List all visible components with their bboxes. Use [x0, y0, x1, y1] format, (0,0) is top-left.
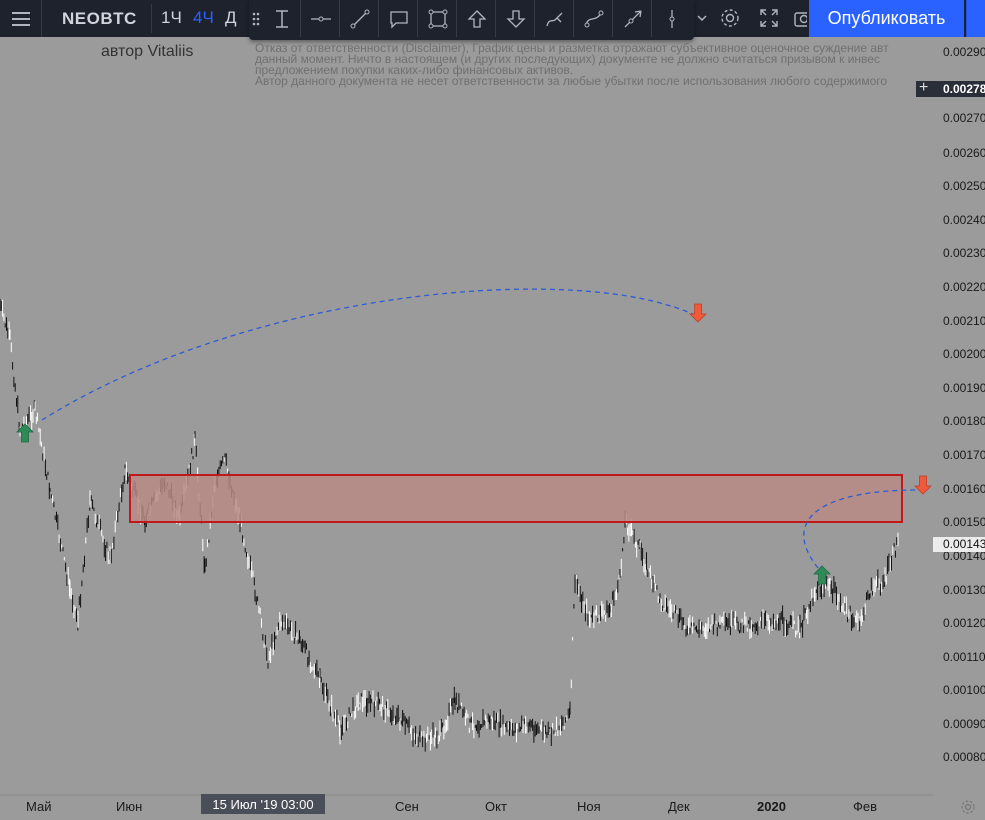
- plus-icon[interactable]: +: [919, 79, 929, 96]
- y-axis-label: 0.00270: [943, 111, 985, 125]
- symbol-name[interactable]: NEOBTC: [62, 9, 137, 28]
- y-axis-label: 0.00290: [943, 45, 985, 59]
- current-price-tag: 0.00143: [933, 537, 985, 552]
- x-axis-label: Сен: [395, 799, 419, 814]
- ray-icon: [624, 9, 642, 27]
- current-price-value: 0.00143: [943, 537, 985, 551]
- projection-curve-right[interactable]: [803, 489, 919, 569]
- y-axis-label: 0.00150: [943, 515, 985, 529]
- price-series: [0, 298, 899, 752]
- y-axis-label: 0.00250: [943, 179, 985, 193]
- drawing-toolbar: [249, 0, 694, 40]
- arrow-down-icon[interactable]: [914, 475, 932, 495]
- publish-button[interactable]: Опубликовать: [809, 0, 964, 37]
- cursor-price-tag[interactable]: + 0.00278: [916, 79, 985, 97]
- settings-button[interactable]: [719, 7, 741, 34]
- x-axis-label: Июн: [116, 799, 143, 814]
- x-axis-label-year: 2020: [757, 799, 786, 814]
- cursor-price-value: 0.00278: [943, 82, 985, 96]
- arrow-down-icon: [505, 9, 526, 28]
- screenshot-button[interactable]: [793, 7, 807, 29]
- y-axis-label: 0.00140: [943, 549, 985, 563]
- chevron-down-icon: [697, 15, 707, 22]
- comment-tool[interactable]: [380, 0, 418, 37]
- horizontal-line-icon: [310, 16, 331, 21]
- brush-tool[interactable]: [536, 0, 574, 37]
- x-axis-label: Дек: [668, 799, 690, 814]
- y-axis-label: 0.00230: [943, 246, 985, 260]
- timeframe-day[interactable]: Д: [225, 8, 237, 27]
- menu-button[interactable]: [0, 0, 42, 37]
- y-axis-label: 0.00180: [943, 414, 985, 428]
- vertical-line-icon: [669, 9, 675, 28]
- vertical-line-tool[interactable]: [653, 0, 691, 37]
- publish-dropdown-button[interactable]: [966, 0, 985, 37]
- disclaimer-line: данный момент. Ничто в настоящем (и друг…: [255, 52, 880, 66]
- brush-icon: [545, 12, 562, 26]
- fullscreen-icon: [760, 9, 778, 27]
- timeframe-1h[interactable]: 1Ч: [161, 8, 182, 27]
- timeframe-4h[interactable]: 4Ч: [193, 8, 214, 27]
- y-axis-label: 0.00130: [943, 583, 985, 597]
- gear-icon: [961, 800, 975, 814]
- fullscreen-button[interactable]: [758, 7, 780, 34]
- y-axis-label: 0.00080: [943, 750, 985, 764]
- chart-settings-button[interactable]: [960, 799, 976, 820]
- path-tool[interactable]: [575, 0, 613, 37]
- x-axis-label: Май: [26, 799, 52, 814]
- arrow-up-icon[interactable]: [16, 423, 34, 443]
- disclaimer-line: предложением покупки каких-либо финансов…: [255, 63, 574, 77]
- y-axis-label: 0.00170: [943, 448, 985, 462]
- x-axis-label: Фев: [853, 799, 878, 814]
- disclaimer-text: Отказ от ответственности (Disclaimer), Г…: [255, 43, 935, 93]
- disclaimer-line: Автор данного документа не несет ответст…: [255, 74, 888, 88]
- comment-icon: [389, 10, 408, 29]
- disclaimer-line: Отказ от ответственности (Disclaimer), Г…: [255, 43, 889, 55]
- arrow-up-icon: [466, 9, 487, 28]
- arrow-up-tool[interactable]: [458, 0, 496, 37]
- crosshair-date-label: 15 Июл '19 03:00: [201, 794, 325, 814]
- y-axis-label: 0.00190: [943, 381, 985, 395]
- author-label: автор Vitaliis: [101, 43, 194, 60]
- gear-icon: [721, 9, 739, 27]
- y-axis-label: 0.00120: [943, 616, 985, 630]
- more-tools-button[interactable]: [696, 10, 708, 31]
- x-axis-label: Ноя: [577, 799, 601, 814]
- projection-curve-upper[interactable]: [41, 288, 698, 421]
- horizontal-line-tool[interactable]: [302, 0, 340, 37]
- rectangle-tool[interactable]: [419, 0, 457, 37]
- text-cursor-icon: [275, 9, 288, 28]
- rectangle-icon: [428, 9, 447, 28]
- y-axis-label: 0.00220: [943, 280, 985, 294]
- resistance-zone[interactable]: [129, 474, 903, 523]
- ray-tool[interactable]: [614, 0, 652, 37]
- camera-icon: [794, 12, 807, 27]
- drag-handle-icon[interactable]: [251, 10, 261, 28]
- y-axis-label: 0.00240: [943, 213, 985, 227]
- path-icon: [584, 10, 603, 27]
- y-axis-label: 0.00210: [943, 314, 985, 328]
- arrow-down-icon[interactable]: [689, 303, 707, 323]
- trend-line-tool[interactable]: [341, 0, 379, 37]
- trend-line-icon: [350, 9, 369, 28]
- y-axis-label: 0.00090: [943, 717, 985, 731]
- x-axis-label: Окт: [485, 799, 507, 814]
- y-axis-label: 0.00110: [943, 650, 985, 664]
- y-axis-label: 0.00100: [943, 683, 985, 697]
- hamburger-icon: [11, 11, 30, 26]
- arrow-down-tool[interactable]: [497, 0, 535, 37]
- text-cursor-tool[interactable]: [263, 0, 301, 37]
- y-axis-label: 0.00160: [943, 482, 985, 496]
- y-axis-label: 0.00260: [943, 146, 985, 160]
- arrow-up-icon[interactable]: [813, 565, 831, 585]
- divider: [151, 4, 152, 33]
- y-axis-label: 0.00200: [943, 347, 985, 361]
